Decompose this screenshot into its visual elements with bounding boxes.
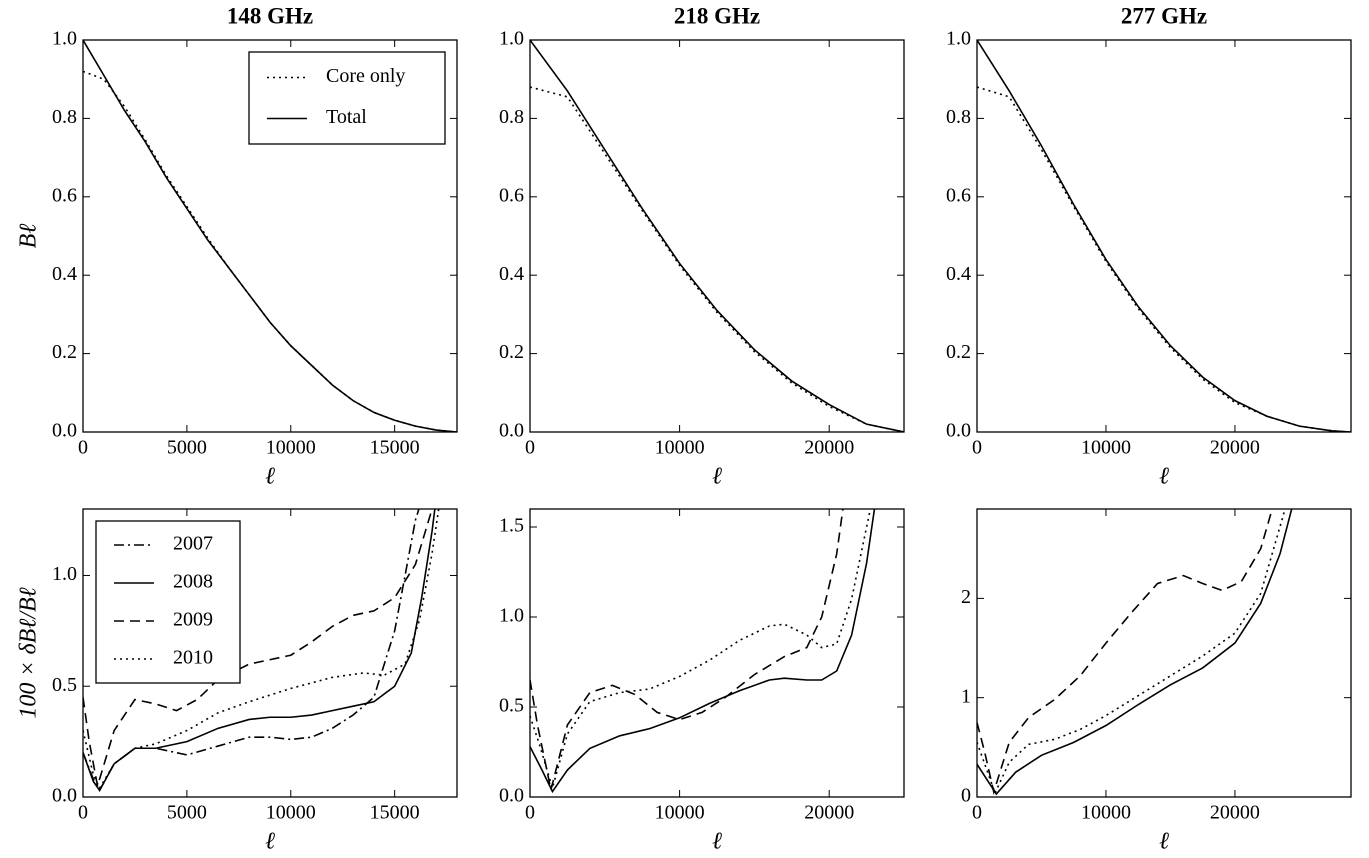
- y-tick-label: 1.0: [499, 28, 524, 50]
- data-line: [83, 40, 457, 432]
- x-tick-label: 10000: [266, 437, 316, 459]
- panel: ℓ 100 × δBℓ/Bℓ 0 5000 10000 15000 0.0 0.5 1.0 200…: [16, 508, 458, 855]
- data-line: [977, 509, 1274, 796]
- y-tick-label: 0.8: [499, 106, 524, 128]
- legend-label: Total: [326, 106, 367, 128]
- y-tick-label: 0.0: [946, 420, 971, 442]
- y-tick-label: 0.8: [946, 106, 971, 128]
- x-tick-label: 20000: [804, 802, 854, 824]
- legend-label: 2009: [173, 609, 213, 631]
- x-tick-label: 20000: [804, 437, 854, 459]
- panel: 218 GHz ℓ 0 10000 20000 0.0 0.2 0.4 0.6 0.8 1.0: [499, 3, 905, 490]
- legend-box: [95, 520, 241, 684]
- plot-frame: [529, 508, 905, 798]
- x-tick-label: 0: [972, 437, 982, 459]
- y-tick-label: 0.2: [52, 341, 77, 363]
- plot-frame: [82, 39, 458, 433]
- data-line: [977, 509, 1286, 796]
- data-line: [530, 509, 876, 794]
- data-line: [530, 509, 844, 790]
- legend: 2007 2008 2009 2010: [95, 520, 241, 684]
- panel: 148 GHz ℓ Bℓ 0 5000 10000 15000 0.0 0.2 0.4 0.6 0.8…: [16, 3, 458, 490]
- x-tick-label: 0: [525, 802, 535, 824]
- y-tick-label: 0.2: [499, 341, 524, 363]
- y-tick-label: 0.4: [52, 263, 77, 285]
- legend-label: 2008: [173, 571, 213, 593]
- data-line: [977, 40, 1351, 432]
- y-axis-label: 100 × δBℓ/Bℓ: [16, 587, 42, 718]
- legend-label: Core only: [326, 65, 405, 87]
- panel: ℓ 0 10000 20000 0.0 0.5 1.0 1.5: [499, 508, 905, 855]
- x-tick-label: 10000: [655, 437, 705, 459]
- panel-title: 218 GHz: [674, 3, 760, 28]
- y-tick-label: 0.6: [499, 184, 524, 206]
- x-axis-label: ℓ: [265, 464, 275, 490]
- y-axis-label: Bℓ: [16, 224, 42, 249]
- y-tick-label: 0.0: [52, 420, 77, 442]
- panel-title: 277 GHz: [1121, 3, 1207, 28]
- panel: ℓ 0 10000 20000 0 1 2: [961, 508, 1352, 855]
- plot-frame: [976, 508, 1352, 798]
- legend-label: 2007: [173, 533, 213, 555]
- x-tick-label: 10000: [1081, 437, 1131, 459]
- data-line: [977, 86, 1351, 432]
- x-tick-label: 0: [972, 802, 982, 824]
- y-tick-label: 0.0: [499, 420, 524, 442]
- y-tick-label: 1.0: [946, 28, 971, 50]
- data-line: [83, 509, 420, 792]
- x-tick-label: 15000: [370, 802, 420, 824]
- plot-frame: [529, 39, 905, 433]
- panel-title: 148 GHz: [227, 3, 313, 28]
- legend: Core only Total: [248, 51, 446, 145]
- x-axis-label: ℓ: [712, 464, 722, 490]
- x-axis-label: ℓ: [1159, 829, 1169, 855]
- x-axis-label: ℓ: [712, 829, 722, 855]
- x-tick-label: 0: [78, 802, 88, 824]
- x-tick-label: 0: [525, 437, 535, 459]
- y-tick-label: 0.8: [52, 106, 77, 128]
- y-tick-label: 0.0: [499, 785, 524, 807]
- data-line: [83, 509, 436, 792]
- legend-label: 2010: [173, 647, 213, 669]
- x-tick-label: 15000: [370, 437, 420, 459]
- x-tick-label: 0: [78, 437, 88, 459]
- data-line: [530, 40, 904, 432]
- y-tick-label: 0.0: [52, 785, 77, 807]
- y-tick-label: 2: [961, 586, 971, 608]
- panel: 277 GHz ℓ 0 10000 20000 0.0 0.2 0.4 0.6 0.8 1.0: [946, 3, 1352, 490]
- x-tick-label: 5000: [167, 437, 207, 459]
- data-line: [530, 509, 872, 791]
- y-tick-label: 0.6: [946, 184, 971, 206]
- x-axis-label: ℓ: [1159, 464, 1169, 490]
- y-tick-label: 1.0: [499, 605, 524, 627]
- x-tick-label: 20000: [1210, 437, 1260, 459]
- y-tick-label: 0.5: [52, 674, 77, 696]
- y-tick-label: 1.0: [52, 28, 77, 50]
- y-tick-label: 1: [961, 685, 971, 707]
- y-tick-label: 1.0: [52, 563, 77, 585]
- plot-frame: [82, 508, 458, 798]
- x-tick-label: 5000: [167, 802, 207, 824]
- y-tick-label: 0.5: [499, 695, 524, 717]
- x-tick-label: 10000: [266, 802, 316, 824]
- x-tick-label: 20000: [1210, 802, 1260, 824]
- y-tick-label: 0.4: [499, 263, 524, 285]
- y-tick-label: 0.2: [946, 341, 971, 363]
- x-axis-label: ℓ: [265, 829, 275, 855]
- y-tick-label: 0.4: [946, 263, 971, 285]
- y-tick-label: 1.5: [499, 515, 524, 537]
- x-tick-label: 10000: [1081, 802, 1131, 824]
- x-tick-label: 10000: [655, 802, 705, 824]
- data-line: [83, 509, 440, 790]
- y-tick-label: 0.6: [52, 184, 77, 206]
- y-tick-label: 0: [961, 785, 971, 807]
- legend-box: [248, 51, 446, 145]
- data-line: [977, 509, 1293, 796]
- data-line: [530, 86, 904, 432]
- plot-frame: [976, 39, 1352, 433]
